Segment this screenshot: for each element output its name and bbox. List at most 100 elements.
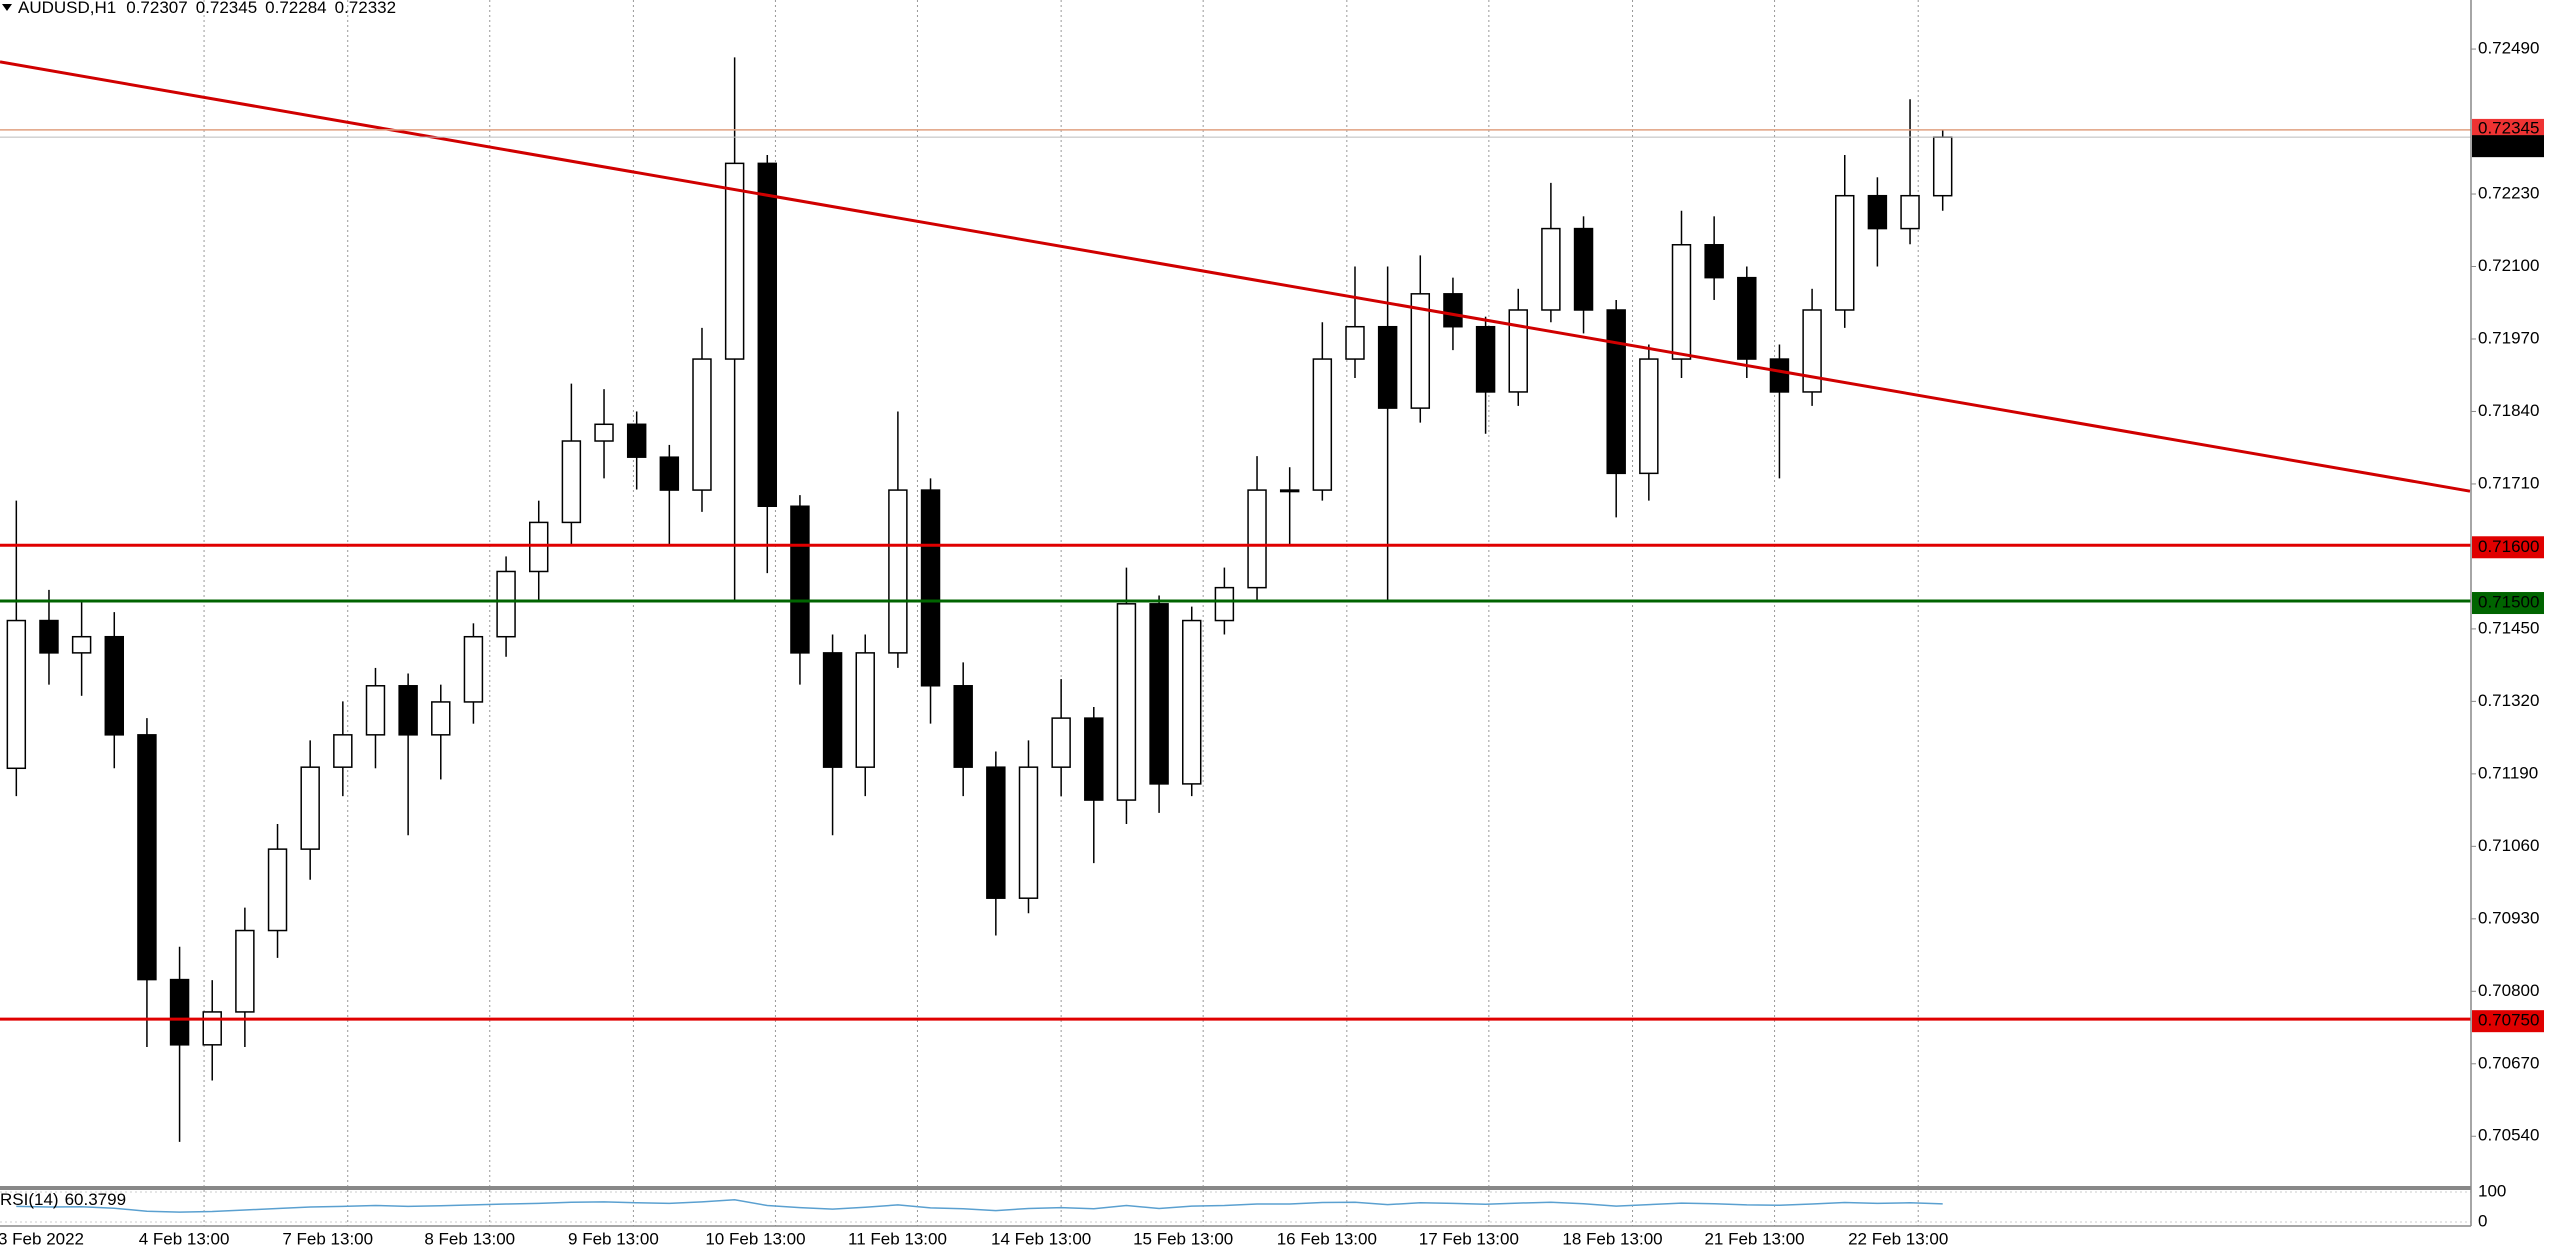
candle — [1900, 99, 1920, 245]
candle — [1018, 740, 1039, 914]
candle-body — [1084, 717, 1104, 801]
candle — [1737, 266, 1757, 379]
x-tick-label: 15 Feb 13:00 — [1133, 1229, 1233, 1248]
candle — [1149, 595, 1169, 813]
candle — [953, 662, 973, 797]
candle-body — [1671, 244, 1692, 360]
candle — [1573, 216, 1594, 334]
candle-body — [1639, 358, 1659, 475]
candle — [431, 684, 451, 780]
candle — [1508, 288, 1528, 406]
candle-body — [1149, 603, 1169, 785]
candle — [692, 327, 712, 512]
candle — [1704, 216, 1724, 300]
candle-body — [986, 766, 1006, 899]
marks — [0, 57, 2471, 1213]
x-tick-label: 21 Feb 13:00 — [1704, 1229, 1804, 1248]
y-tick-label: 0.71710 — [2478, 473, 2539, 492]
candle-body — [267, 848, 288, 932]
header-open: 0.72307 — [126, 0, 187, 17]
x-tick-label: 17 Feb 13:00 — [1419, 1229, 1519, 1248]
candle — [790, 495, 810, 685]
candle — [6, 500, 27, 797]
candle — [920, 478, 941, 724]
y-tick-label: 0.72230 — [2478, 184, 2539, 203]
candle — [1247, 456, 1267, 602]
candle-body — [137, 734, 157, 981]
candle-body — [529, 521, 549, 573]
bid-label-bg — [2472, 135, 2544, 158]
candle-body — [855, 652, 875, 768]
candle-body — [1835, 194, 1855, 311]
candle-body — [1900, 194, 1920, 230]
candle — [561, 383, 582, 546]
candle — [1802, 288, 1822, 406]
candle — [71, 601, 92, 696]
candle — [1475, 316, 1496, 434]
level-label: 0.71500 — [2478, 593, 2539, 612]
candle-body — [920, 489, 941, 687]
y-tick-label: 0.72490 — [2478, 39, 2539, 58]
candle — [529, 500, 549, 602]
candle — [822, 634, 843, 836]
level-label: 0.70750 — [2478, 1011, 2539, 1030]
candle — [39, 589, 59, 685]
candle-body — [692, 358, 712, 491]
candle-body — [169, 978, 190, 1046]
menu-triangle[interactable] — [2, 4, 12, 11]
ask-label: 0.72345 — [2478, 118, 2539, 137]
rsi-tick-label: 100 — [2478, 1181, 2506, 1200]
candle — [594, 389, 614, 479]
candle-body — [1018, 766, 1039, 899]
symbol: AUDUSD,H1 — [18, 0, 116, 17]
candle — [169, 946, 190, 1142]
candle-body — [1802, 309, 1822, 393]
candle-body — [431, 701, 451, 736]
candle-body — [104, 635, 125, 736]
candle — [724, 57, 745, 602]
y-tick-label: 0.71450 — [2478, 618, 2539, 637]
candle-body — [561, 440, 582, 524]
candle — [1279, 467, 1300, 546]
x-tick-label: 10 Feb 13:00 — [705, 1229, 805, 1248]
rsi-header: RSI(14) 60.3799 — [0, 1190, 126, 1209]
y-tick-label: 0.71840 — [2478, 401, 2539, 420]
x-tick-label: 4 Feb 13:00 — [139, 1229, 230, 1248]
candle-body — [1116, 603, 1137, 801]
candle — [1182, 606, 1202, 797]
y-tick-label: 0.70930 — [2478, 908, 2539, 927]
y-tick-label: 0.70540 — [2478, 1126, 2539, 1145]
rsi-line — [16, 1199, 1943, 1213]
candle — [1671, 210, 1692, 379]
candle-body — [953, 685, 973, 768]
candle — [626, 411, 647, 490]
header-close: 0.72332 — [335, 0, 396, 17]
candle — [757, 154, 778, 574]
candle-body — [496, 570, 516, 638]
candle-body — [1867, 194, 1888, 230]
candle — [1606, 299, 1626, 518]
candle-body — [1541, 227, 1561, 311]
candle — [855, 634, 875, 797]
y-tick-label: 0.71190 — [2478, 763, 2538, 782]
trendline — [0, 60, 2471, 493]
candle — [659, 444, 680, 546]
candle — [1312, 322, 1333, 501]
candle-body — [1737, 276, 1757, 360]
candle-body — [1704, 244, 1724, 279]
candle-body — [724, 162, 745, 360]
x-tick-label: 7 Feb 13:00 — [282, 1229, 373, 1248]
candle-body — [1606, 309, 1626, 475]
bid-label: 0.72332 — [2478, 136, 2539, 155]
candle-body — [1345, 325, 1365, 360]
chart-header: AUDUSD,H1 0.72307 0.72345 0.72284 0.72332 — [18, 0, 396, 17]
candle — [300, 740, 320, 880]
candle — [235, 907, 255, 1048]
y-tick-label: 0.71970 — [2478, 328, 2539, 347]
y-tick-label: 0.70670 — [2478, 1053, 2539, 1072]
candle-body — [365, 685, 386, 736]
candle-body — [1573, 227, 1594, 311]
y-tick-label: 0.71060 — [2478, 836, 2539, 855]
candle-body — [202, 1011, 222, 1046]
